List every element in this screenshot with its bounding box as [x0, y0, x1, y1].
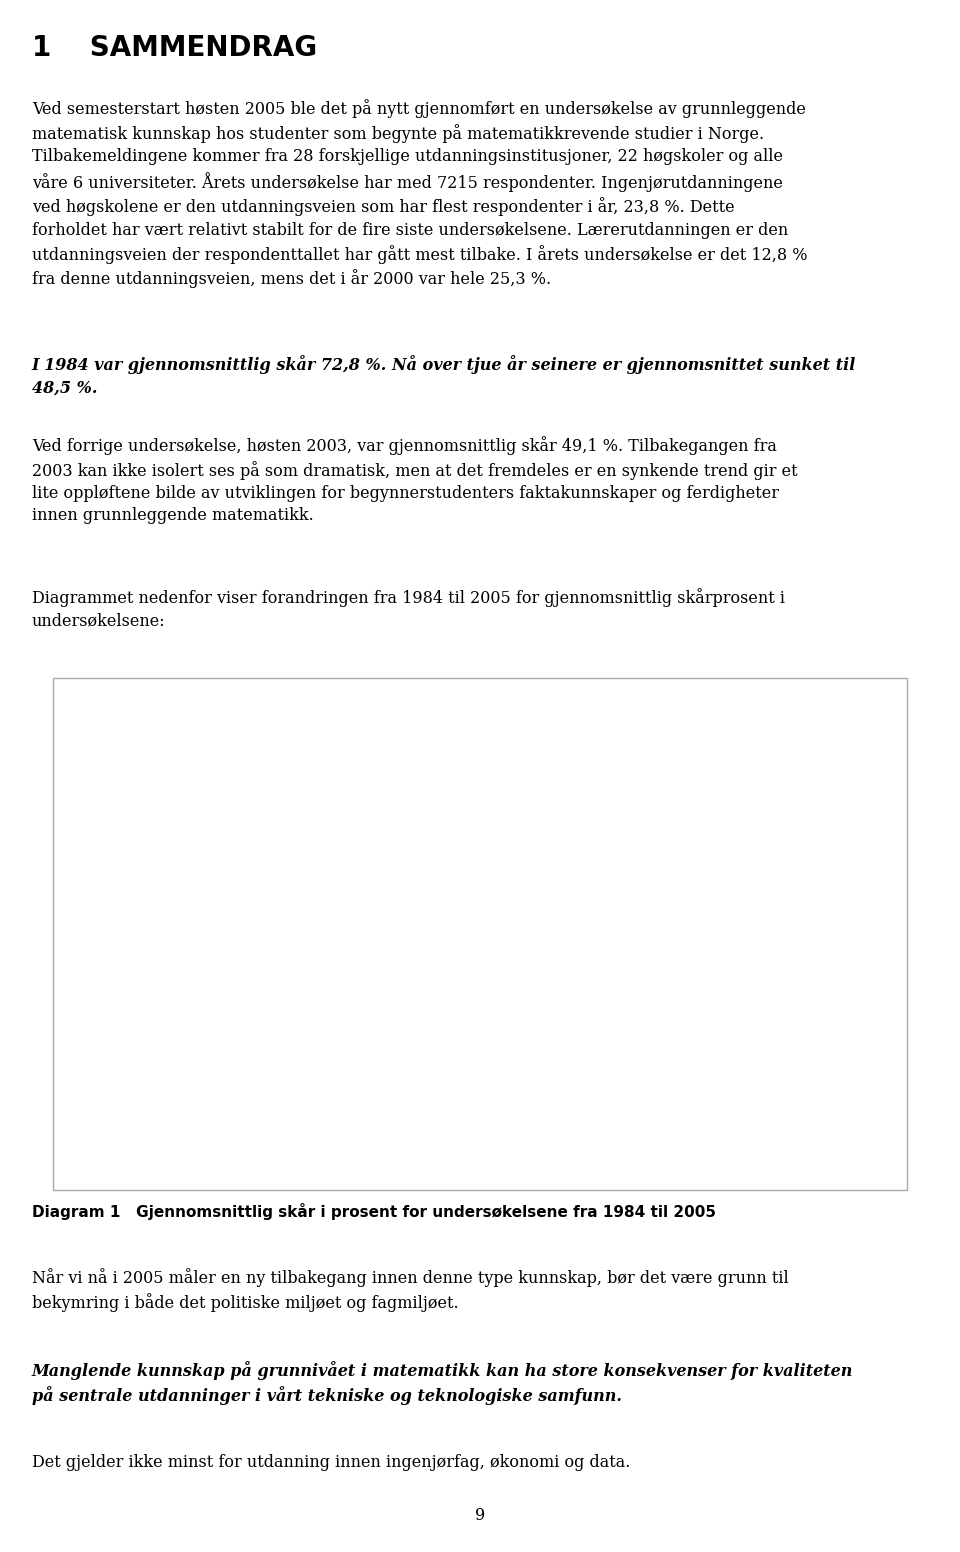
Bar	[407, 832, 452, 1100]
X-axis label: Årstall: Årstall	[483, 1128, 540, 1142]
Text: Diagram 1   Gjennomsnittlig skår i prosent for undersøkelsene fra 1984 til 2005: Diagram 1 Gjennomsnittlig skår i prosent…	[32, 1203, 715, 1220]
Bar	[816, 916, 861, 1100]
Text: Ved semesterstart høsten 2005 ble det på nytt gjennomført en undersøkelse av gru: Ved semesterstart høsten 2005 ble det på…	[32, 99, 807, 289]
Bar	[161, 824, 206, 1100]
Text: Det gjelder ikke minst for utdanning innen ingenjørfag, økonomi og data.: Det gjelder ikke minst for utdanning inn…	[32, 1454, 630, 1471]
Text: 1    SAMMENDRAG: 1 SAMMENDRAG	[32, 34, 317, 62]
Bar	[653, 903, 698, 1100]
Bar	[734, 913, 780, 1100]
Bar	[324, 832, 370, 1100]
Bar	[570, 872, 615, 1100]
Text: 9: 9	[475, 1507, 485, 1524]
Text: Ved forrige undersøkelse, høsten 2003, var gjennomsnittlig skår 49,1 %. Tilbakeg: Ved forrige undersøkelse, høsten 2003, v…	[32, 436, 798, 525]
Bar	[243, 829, 288, 1100]
Bar	[489, 871, 534, 1100]
Y-axis label: Gjennomsnittlig skår i prosent: Gjennomsnittlig skår i prosent	[76, 792, 92, 1029]
Text: I 1984 var gjennomsnittlig skår 72,8 %. Nå over tjue år seinere er gjennomsnitte: I 1984 var gjennomsnittlig skår 72,8 %. …	[32, 355, 856, 397]
Text: Diagrammet nedenfor viser forandringen fra 1984 til 2005 for gjennomsnittlig skå: Diagrammet nedenfor viser forandringen f…	[32, 588, 784, 629]
Text: Når vi nå i 2005 måler en ny tilbakegang innen denne type kunnskap, bør det være: Når vi nå i 2005 måler en ny tilbakegang…	[32, 1268, 788, 1311]
Text: Manglende kunnskap på grunnivået i matematikk kan ha store konsekvenser for kval: Manglende kunnskap på grunnivået i matem…	[32, 1361, 853, 1405]
